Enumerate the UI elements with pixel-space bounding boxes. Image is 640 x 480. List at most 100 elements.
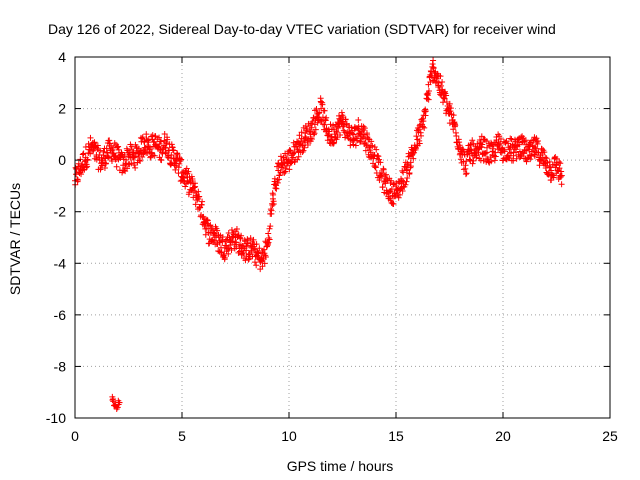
data-point bbox=[379, 184, 386, 191]
data-point bbox=[192, 201, 199, 208]
data-point bbox=[360, 131, 367, 138]
data-point bbox=[269, 202, 276, 209]
data-point bbox=[191, 184, 198, 191]
data-point bbox=[407, 164, 414, 171]
data-point bbox=[527, 156, 534, 163]
data-point bbox=[425, 88, 432, 95]
data-point bbox=[124, 165, 131, 172]
plot-frame bbox=[74, 56, 611, 419]
data-point bbox=[80, 150, 87, 157]
data-point bbox=[349, 130, 356, 137]
data-point bbox=[161, 130, 168, 137]
data-point bbox=[532, 136, 539, 143]
data-point bbox=[168, 151, 175, 158]
data-point bbox=[276, 172, 283, 179]
y-tick-label: -4 bbox=[54, 255, 67, 271]
data-point bbox=[501, 148, 508, 155]
data-point bbox=[108, 157, 115, 164]
isolated-data-point bbox=[109, 393, 116, 400]
data-point bbox=[478, 133, 485, 140]
data-point bbox=[115, 143, 122, 150]
data-point bbox=[300, 147, 307, 154]
data-point bbox=[439, 78, 446, 85]
data-point bbox=[176, 160, 183, 167]
data-point bbox=[225, 250, 232, 257]
data-point bbox=[516, 141, 523, 148]
data-point bbox=[293, 144, 300, 151]
x-tick-label: 5 bbox=[178, 428, 186, 444]
data-point bbox=[214, 227, 221, 234]
data-point bbox=[298, 135, 305, 142]
data-point bbox=[395, 194, 402, 201]
data-point bbox=[507, 135, 514, 142]
data-point bbox=[523, 158, 530, 165]
data-point bbox=[372, 164, 379, 171]
data-point bbox=[443, 92, 450, 99]
data-point bbox=[104, 153, 111, 160]
data-point bbox=[105, 154, 112, 161]
data-point bbox=[255, 250, 262, 257]
data-point bbox=[164, 153, 171, 160]
data-point bbox=[435, 79, 442, 86]
data-point bbox=[441, 95, 448, 102]
data-point bbox=[281, 169, 288, 176]
data-point bbox=[553, 155, 560, 162]
data-point bbox=[321, 107, 328, 114]
data-point bbox=[273, 185, 280, 192]
data-point bbox=[132, 164, 139, 171]
data-point bbox=[491, 157, 498, 164]
data-point bbox=[128, 146, 135, 153]
data-point bbox=[183, 165, 190, 172]
data-point bbox=[532, 145, 539, 152]
data-point bbox=[270, 201, 277, 208]
data-point bbox=[185, 168, 192, 175]
data-point bbox=[531, 153, 538, 160]
data-point bbox=[402, 181, 409, 188]
data-point bbox=[106, 140, 113, 147]
data-point bbox=[497, 140, 504, 147]
x-tick-label: 10 bbox=[281, 428, 297, 444]
data-point bbox=[441, 89, 448, 96]
data-point bbox=[467, 157, 474, 164]
data-point bbox=[361, 125, 368, 132]
data-point bbox=[196, 193, 203, 200]
data-point bbox=[97, 147, 104, 154]
data-point bbox=[456, 139, 463, 146]
data-point bbox=[466, 156, 473, 163]
data-point bbox=[497, 136, 504, 143]
data-point bbox=[340, 122, 347, 129]
data-point bbox=[477, 157, 484, 164]
data-point bbox=[170, 147, 177, 154]
data-point bbox=[470, 157, 477, 164]
data-point bbox=[264, 240, 271, 247]
chart-title: Day 126 of 2022, Sidereal Day-to-day VTE… bbox=[48, 21, 556, 37]
data-point bbox=[407, 163, 414, 170]
data-point bbox=[316, 109, 323, 116]
data-point bbox=[357, 139, 364, 146]
data-point bbox=[404, 174, 411, 181]
data-point bbox=[231, 231, 238, 238]
data-point bbox=[419, 123, 426, 130]
data-point bbox=[453, 133, 460, 140]
data-point bbox=[84, 157, 91, 164]
data-point bbox=[428, 72, 435, 79]
data-point bbox=[298, 129, 305, 136]
data-point bbox=[195, 188, 202, 195]
data-point bbox=[110, 144, 117, 151]
data-point bbox=[163, 140, 170, 147]
data-point bbox=[404, 166, 411, 173]
data-point bbox=[113, 163, 120, 170]
data-point bbox=[139, 153, 146, 160]
data-point bbox=[182, 183, 189, 190]
data-point bbox=[450, 112, 457, 119]
data-point bbox=[106, 137, 113, 144]
data-point bbox=[286, 147, 293, 154]
data-point bbox=[312, 107, 319, 114]
data-point bbox=[266, 236, 273, 243]
data-point bbox=[473, 152, 480, 159]
data-point bbox=[557, 160, 564, 167]
data-point bbox=[463, 158, 470, 165]
data-point bbox=[469, 160, 476, 167]
data-point bbox=[368, 138, 375, 145]
